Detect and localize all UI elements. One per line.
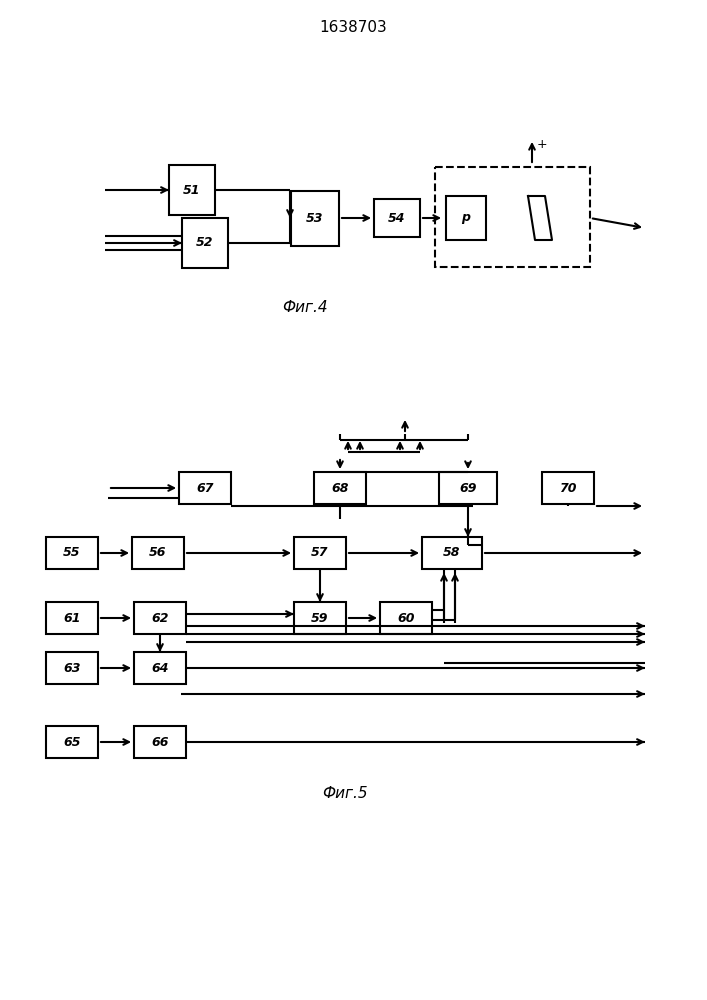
FancyBboxPatch shape bbox=[439, 472, 497, 504]
Polygon shape bbox=[528, 196, 552, 240]
FancyBboxPatch shape bbox=[422, 537, 482, 569]
FancyBboxPatch shape bbox=[542, 472, 594, 504]
Text: +: + bbox=[537, 138, 548, 151]
FancyBboxPatch shape bbox=[294, 602, 346, 634]
Text: 64: 64 bbox=[151, 662, 169, 674]
FancyBboxPatch shape bbox=[314, 472, 366, 504]
FancyBboxPatch shape bbox=[46, 602, 98, 634]
FancyBboxPatch shape bbox=[179, 472, 231, 504]
FancyBboxPatch shape bbox=[134, 652, 186, 684]
FancyBboxPatch shape bbox=[134, 602, 186, 634]
Text: 55: 55 bbox=[63, 546, 81, 560]
FancyBboxPatch shape bbox=[446, 196, 486, 240]
FancyBboxPatch shape bbox=[169, 165, 215, 215]
Text: 59: 59 bbox=[311, 611, 329, 624]
Text: 68: 68 bbox=[332, 482, 349, 494]
FancyBboxPatch shape bbox=[46, 537, 98, 569]
Text: р: р bbox=[462, 212, 470, 225]
Text: 54: 54 bbox=[388, 212, 406, 225]
FancyBboxPatch shape bbox=[182, 218, 228, 268]
Text: Фиг.5: Фиг.5 bbox=[322, 786, 368, 800]
Text: 51: 51 bbox=[183, 184, 201, 196]
Text: 62: 62 bbox=[151, 611, 169, 624]
Text: 52: 52 bbox=[197, 236, 214, 249]
Text: 67: 67 bbox=[197, 482, 214, 494]
Text: 61: 61 bbox=[63, 611, 81, 624]
Text: 60: 60 bbox=[397, 611, 415, 624]
FancyBboxPatch shape bbox=[46, 652, 98, 684]
Text: 57: 57 bbox=[311, 546, 329, 560]
FancyBboxPatch shape bbox=[374, 199, 420, 237]
Text: 66: 66 bbox=[151, 736, 169, 748]
Text: 1638703: 1638703 bbox=[319, 20, 387, 35]
Text: Фиг.4: Фиг.4 bbox=[282, 300, 328, 314]
Text: 69: 69 bbox=[460, 482, 477, 494]
Text: 63: 63 bbox=[63, 662, 81, 674]
Text: 70: 70 bbox=[559, 482, 577, 494]
Text: 65: 65 bbox=[63, 736, 81, 748]
Text: 53: 53 bbox=[306, 212, 324, 225]
FancyBboxPatch shape bbox=[134, 726, 186, 758]
FancyBboxPatch shape bbox=[380, 602, 432, 634]
FancyBboxPatch shape bbox=[132, 537, 184, 569]
FancyBboxPatch shape bbox=[46, 726, 98, 758]
Text: 56: 56 bbox=[149, 546, 167, 560]
FancyBboxPatch shape bbox=[294, 537, 346, 569]
FancyBboxPatch shape bbox=[291, 190, 339, 245]
Text: 58: 58 bbox=[443, 546, 461, 560]
